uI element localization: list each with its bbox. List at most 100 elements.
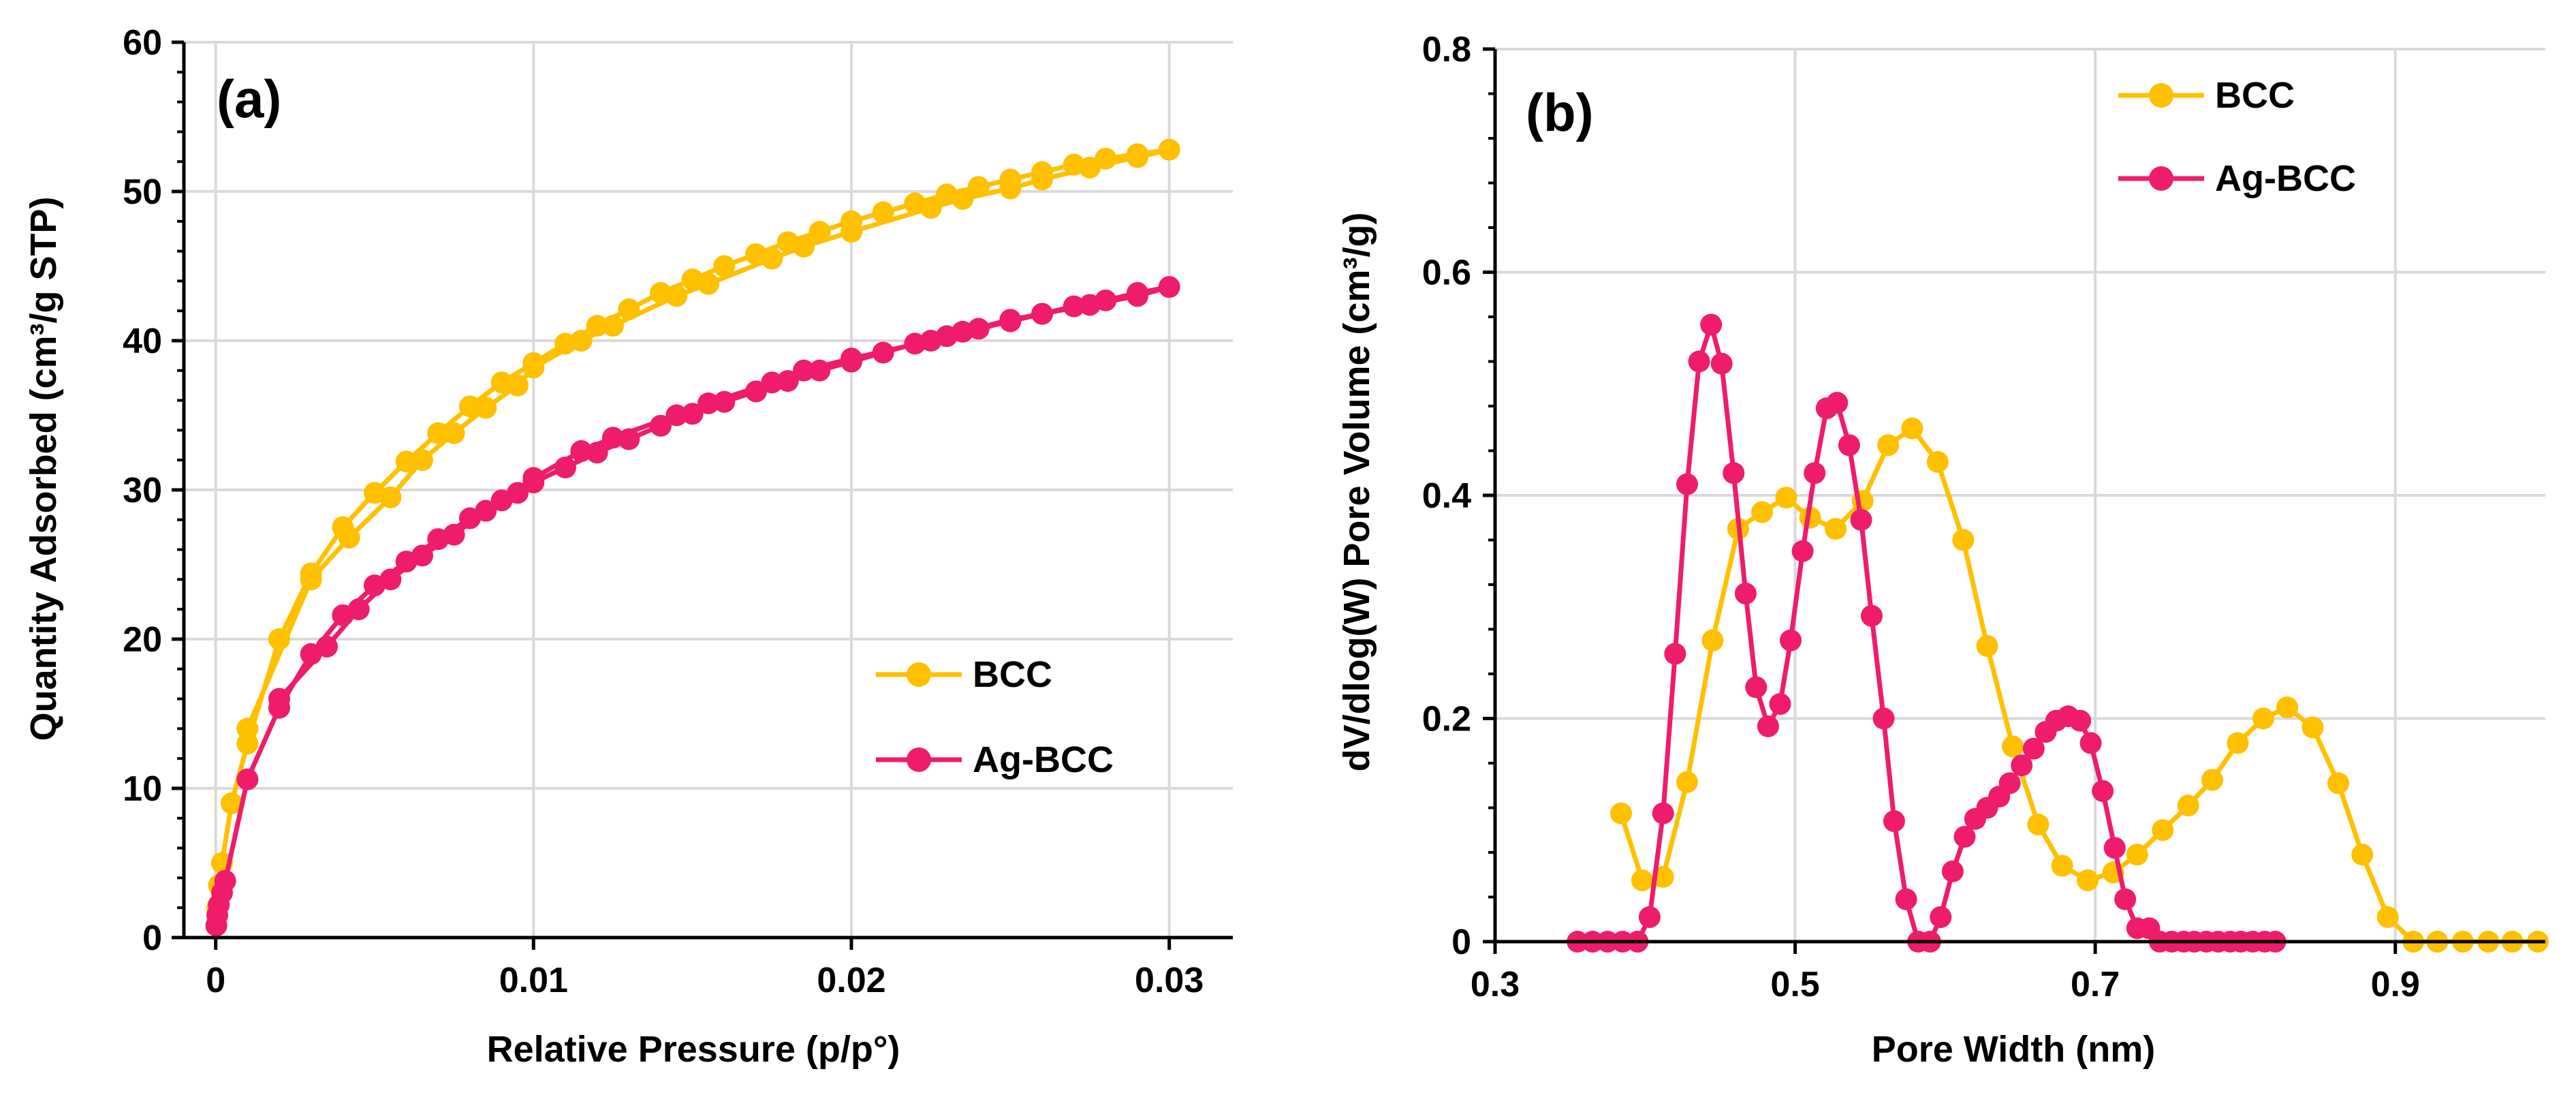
isotherm-x-tick-label: 0 — [206, 961, 225, 1000]
isotherm-point-bcc — [379, 486, 402, 508]
isotherm-x-tick-label: 0.01 — [499, 961, 568, 1000]
isotherm-point-agbcc — [236, 768, 259, 790]
panel-label-b: (b) — [1526, 82, 1594, 142]
isotherm-point-bcc — [618, 298, 640, 321]
isotherm-point-bcc — [1095, 147, 1117, 170]
isotherm-point-agbcc — [443, 523, 465, 546]
isotherm-point-bcc — [1158, 138, 1180, 161]
isotherm-point-bcc — [761, 247, 783, 270]
pore-y-tick-label: 0.8 — [1422, 30, 1471, 69]
isotherm-point-bcc — [570, 330, 593, 352]
pore-point-agbcc — [1710, 352, 1733, 375]
isotherm-point-bcc — [300, 568, 322, 591]
isotherm-point-agbcc — [952, 320, 974, 343]
pore-point-agbcc — [1953, 826, 1976, 848]
isotherm-point-agbcc — [681, 403, 704, 425]
isotherm-grid — [184, 41, 1233, 938]
isotherm-point-bcc — [967, 176, 990, 198]
isotherm-point-agbcc — [776, 370, 799, 392]
isotherm-point-bcc — [268, 628, 290, 650]
isotherm-point-agbcc — [316, 635, 338, 658]
isotherm-point-bcc — [952, 187, 974, 210]
pore-point-bcc — [1701, 629, 1724, 651]
isotherm-point-bcc — [920, 197, 942, 219]
pore-ticks: 0 0.2 0.4 0.6 0.8 0.3 0.5 0.7 0.9 — [1422, 30, 2420, 1004]
pore-point-bcc — [1610, 802, 1633, 824]
pore-point-agbcc — [1688, 350, 1710, 373]
pore-point-bcc — [1775, 486, 1797, 509]
isotherm-point-agbcc — [745, 380, 767, 403]
isotherm-point-agbcc — [618, 428, 640, 450]
isotherm-point-agbcc — [1158, 276, 1180, 298]
pore-series — [1567, 313, 2549, 953]
isotherm-point-bcc — [1127, 146, 1148, 168]
pore-point-agbcc — [1769, 693, 1791, 715]
isotherm-point-bcc — [459, 395, 481, 418]
pore-distribution-chart: 0 0.2 0.4 0.6 0.8 0.3 0.5 0.7 0.9 (b) Pore Width… — [1336, 30, 2549, 1070]
pore-y-tick-label: 0.4 — [1422, 476, 1471, 516]
isotherm-point-agbcc — [808, 359, 831, 382]
isotherm-point-agbcc — [665, 404, 688, 427]
pore-point-agbcc — [1745, 676, 1768, 698]
isotherm-point-agbcc — [650, 414, 672, 437]
pore-point-bcc — [2376, 906, 2399, 928]
isotherm-point-bcc — [221, 792, 242, 814]
pore-point-bcc — [2252, 707, 2274, 730]
isotherm-y-tick-label: 50 — [123, 172, 162, 212]
isotherm-point-bcc — [395, 450, 418, 473]
isotherm-point-bcc — [475, 397, 497, 419]
pore-point-agbcc — [1779, 629, 1802, 651]
isotherm-point-bcc — [665, 285, 688, 307]
pore-point-bcc — [2351, 844, 2374, 866]
pore-legend: BCC Ag-BCC — [2118, 75, 2356, 199]
pore-point-agbcc — [2114, 888, 2137, 910]
pore-legend-agbcc-marker — [2149, 166, 2173, 191]
pore-point-agbcc — [1676, 473, 1698, 495]
isotherm-point-bcc — [507, 374, 529, 397]
isotherm-point-bcc — [236, 717, 259, 740]
pore-point-agbcc — [1723, 462, 1745, 484]
isotherm-point-agbcc — [872, 341, 894, 364]
pore-y-tick-label: 0.6 — [1422, 253, 1471, 293]
pore-point-agbcc — [1664, 643, 1686, 665]
pore-point-bcc — [2001, 735, 2024, 758]
pore-y-axis-title: dV/dlog(W) Pore Volume (cm³/g) — [1336, 213, 1377, 772]
pore-point-bcc — [2302, 716, 2324, 739]
isotherm-legend: BCC Ag-BCC — [876, 654, 1114, 780]
isotherm-point-bcc — [841, 221, 862, 243]
isotherm-x-tick-label: 0.03 — [1135, 961, 1204, 1000]
pore-x-tick-label: 0.7 — [2071, 965, 2120, 1004]
isotherm-point-bcc — [427, 422, 450, 444]
isotherm-point-agbcc — [475, 499, 497, 522]
pore-point-agbcc — [2022, 737, 2045, 760]
isotherm-legend-agbcc: Ag-BCC — [876, 739, 1114, 780]
pore-point-agbcc — [2011, 754, 2033, 777]
isotherm-x-axis-title: Relative Pressure (p/p°) — [487, 1029, 900, 1070]
isotherm-point-bcc — [236, 732, 259, 755]
pore-point-agbcc — [2079, 732, 2102, 754]
isotherm-legend-agbcc-marker — [907, 747, 931, 772]
pore-point-bcc — [1976, 635, 1998, 658]
pore-point-agbcc — [2103, 837, 2126, 859]
pore-y-tick-label: 0 — [1451, 923, 1471, 962]
pore-point-agbcc — [2069, 709, 2092, 732]
isotherm-point-agbcc — [586, 442, 608, 464]
isotherm-point-agbcc — [602, 427, 624, 449]
pore-point-agbcc — [1638, 906, 1661, 928]
pore-point-bcc — [2077, 869, 2099, 891]
pore-point-agbcc — [1838, 434, 1860, 457]
isotherm-point-agbcc — [841, 347, 862, 370]
isotherm-point-bcc — [793, 236, 815, 258]
isotherm-point-bcc — [1031, 168, 1053, 191]
isotherm-point-bcc — [443, 422, 465, 444]
pore-x-axis-title: Pore Width (nm) — [1872, 1029, 2155, 1070]
pore-point-bcc — [2152, 819, 2174, 841]
pore-point-agbcc — [1734, 583, 1757, 605]
pore-point-bcc — [2227, 732, 2249, 754]
isotherm-point-bcc — [411, 449, 433, 472]
pore-point-bcc — [1926, 450, 1949, 473]
isotherm-y-axis-title: Quantity Adsorbed (cm³/g STP) — [23, 196, 64, 741]
pore-point-bcc — [1825, 518, 1847, 540]
pore-x-tick-label: 0.5 — [1770, 965, 1819, 1004]
